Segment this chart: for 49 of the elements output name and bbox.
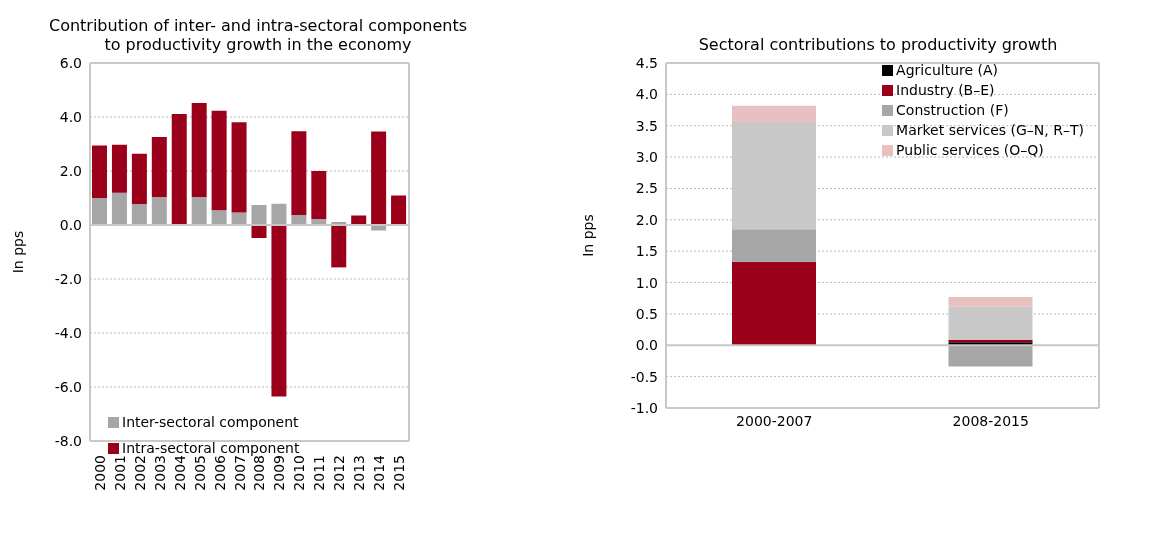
x-tick-label: 2013 (351, 455, 368, 491)
x-tick-label: 2004 (171, 454, 188, 491)
x-tick-label: 2007 (231, 455, 248, 491)
x-tick-label: 2008 (251, 455, 268, 491)
x-tick-label: 2009 (271, 455, 288, 491)
x-tick-label: 2001 (111, 455, 128, 491)
y-tick-label: 0.0 (635, 337, 658, 354)
x-tick-label: 2006 (211, 454, 228, 491)
y-tick-label: 0.5 (635, 305, 658, 322)
y-tick-label: 2.0 (635, 211, 658, 228)
legend-label: Agriculture (A) (896, 62, 999, 78)
y-tick-label: 4.5 (635, 54, 658, 71)
x-tick-label: 2012 (331, 455, 348, 491)
y-tick-label: 3.5 (635, 117, 658, 134)
x-tick-label: 2010 (291, 455, 308, 491)
y-tick-label: -6.0 (54, 378, 82, 395)
x-tick-label: 2008-2015 (952, 412, 1029, 429)
legend-label: Market services (G–N, R–T) (896, 122, 1084, 138)
x-tick-label: 2000 (91, 455, 108, 491)
y-tick-label: -1.0 (630, 399, 658, 416)
x-tick-label: 2011 (311, 455, 328, 491)
y-tick-label: 0.0 (59, 216, 82, 233)
y-tick-label: -0.5 (630, 368, 658, 385)
x-tick-label: 2000-2007 (736, 412, 813, 429)
y-tick-label: 4.0 (635, 86, 658, 103)
y-axis-title: In pps (579, 214, 596, 257)
y-tick-label: 1.5 (635, 243, 658, 260)
x-tick-label: 2005 (191, 455, 208, 491)
chart-title: Sectoral contributions to productivity growth (697, 34, 1059, 54)
x-tick-label: 2003 (151, 455, 168, 491)
y-tick-label: -8.0 (54, 432, 82, 449)
x-tick-label: 2002 (131, 455, 148, 491)
y-tick-label: 3.0 (635, 149, 658, 166)
y-axis-title: In pps (9, 230, 26, 274)
y-tick-label: -2.0 (54, 270, 82, 287)
legend-label: Public services (O–Q) (896, 142, 1044, 158)
y-tick-label: 1.0 (635, 274, 658, 291)
y-tick-label: 4.0 (59, 108, 82, 125)
y-tick-label: 6.0 (59, 54, 82, 71)
legend-label: Industry (B–E) (896, 82, 995, 98)
y-tick-label: -4.0 (54, 324, 82, 341)
y-tick-label: 2.0 (59, 162, 82, 179)
legend-label: Inter-sectoral component (122, 414, 299, 430)
chart-title: Contribution of inter- and intra-sectoral components to productivity growth in the economy (47, 15, 468, 54)
legend-label: Construction (F) (896, 102, 1009, 118)
x-tick-label: 2014 (371, 454, 388, 491)
x-tick-label: 2015 (391, 455, 408, 491)
y-tick-label: 2.5 (635, 180, 658, 197)
legend-label: Intra-sectoral component (122, 440, 300, 456)
